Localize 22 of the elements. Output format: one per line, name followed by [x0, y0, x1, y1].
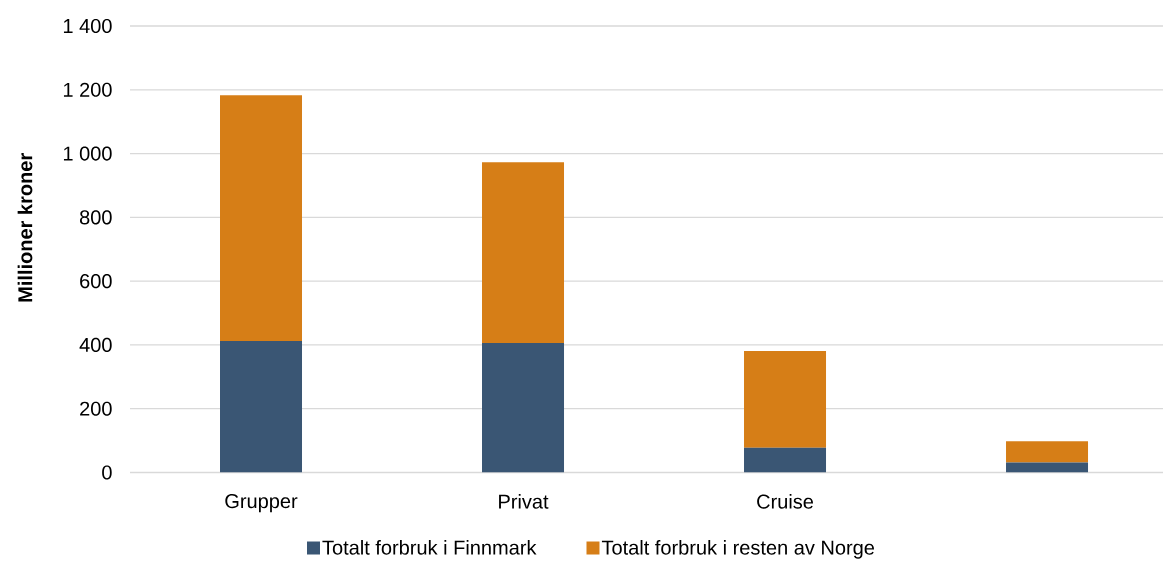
y-tick-label: 1 200	[63, 82, 112, 97]
x-tick-label: Cruise	[757, 494, 814, 509]
bar	[482, 162, 565, 344]
legend-label: Totalt forbruk i Finnmark	[322, 540, 537, 555]
y-tick-label: 200	[80, 401, 112, 416]
y-tick-label: 0	[102, 465, 112, 480]
y-axis-title: Millioner kroner	[17, 153, 33, 302]
y-tick-label: 800	[79, 210, 112, 225]
y-tick-label: 1 400	[63, 18, 112, 34]
bar	[482, 343, 565, 473]
x-tick-label: Privat	[499, 494, 549, 509]
y-tick-label: 1 000	[63, 146, 112, 161]
bar	[744, 350, 827, 448]
legend-label: Totalt forbruk i resten av Norge	[601, 540, 875, 559]
bar	[220, 341, 303, 473]
bar	[220, 95, 303, 342]
bar	[1006, 462, 1089, 473]
x-tick-label: Grupper	[225, 494, 298, 513]
bar	[1006, 441, 1089, 463]
y-tick-label: 600	[80, 274, 112, 289]
bar	[744, 447, 827, 473]
y-tick-label: 400	[79, 337, 112, 353]
